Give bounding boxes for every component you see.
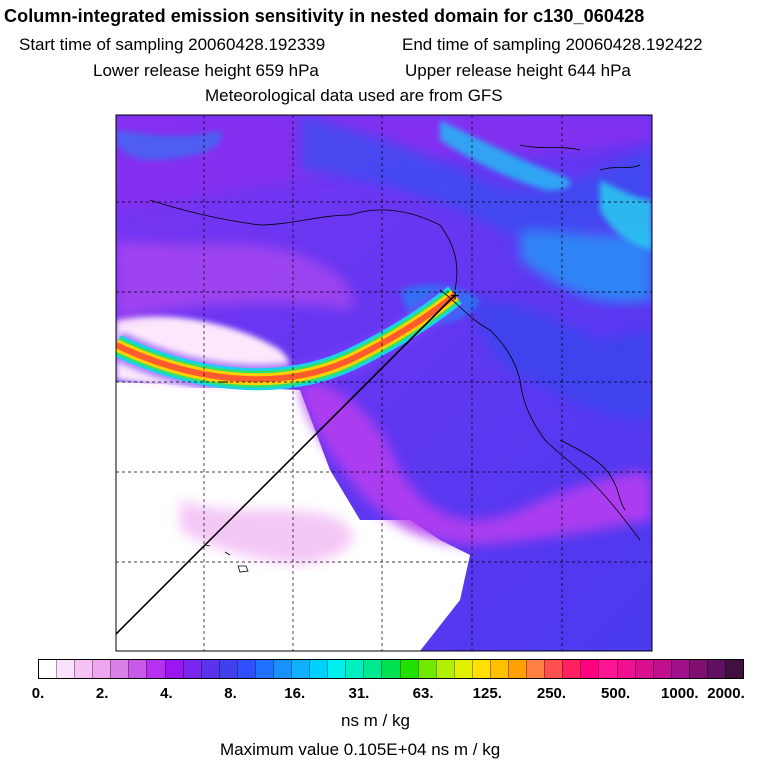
colorbar-segment — [489, 660, 509, 678]
colorbar-tick-label: 250. — [536, 685, 567, 702]
colorbar-segment — [634, 660, 653, 678]
colorbar-tick-label: 4. — [160, 685, 173, 702]
cyan-streak-north — [440, 120, 571, 191]
colorbar-segment — [616, 660, 635, 678]
colorbar-segment — [39, 660, 57, 678]
magenta-band-mid — [116, 240, 353, 320]
colorbar-segment — [526, 660, 545, 678]
colorbar-segment — [417, 660, 436, 678]
colorbar-segment — [254, 660, 274, 678]
map-frame — [115, 114, 653, 652]
colorbar-segment — [200, 660, 219, 678]
colorbar-segment — [688, 660, 707, 678]
plume-core — [116, 292, 457, 383]
lower-release-height-label: Lower release height 659 hPa — [93, 61, 319, 80]
colorbar-tick-label: 8. — [224, 685, 237, 702]
cyan-patch-east — [600, 180, 652, 250]
colorbar-tick-label: 31. — [348, 685, 370, 702]
max-value-label: Maximum value 0.105E+04 ns m / kg — [220, 740, 501, 759]
blue-region-east — [470, 300, 652, 420]
colorbar-segment — [598, 660, 617, 678]
colorbar-segment — [453, 660, 472, 678]
colorbar-tick-label: 1000. — [661, 685, 699, 702]
colorbar-segment — [273, 660, 292, 678]
pale-patch — [180, 500, 353, 565]
colorbar-tick-label: 500. — [601, 685, 631, 702]
end-time-label: End time of sampling 20060428.192422 — [402, 35, 703, 54]
colorbar-segment — [652, 660, 671, 678]
start-time-label: Start time of sampling 20060428.192339 — [19, 35, 326, 54]
colorbar-segment — [706, 660, 725, 678]
colorbar-segment — [345, 660, 364, 678]
upper-release-height-label: Upper release height 644 hPa — [405, 61, 631, 80]
colorbar-segment — [435, 660, 454, 678]
colorbar-segment — [182, 660, 201, 678]
plot-title: Column-integrated emission sensitivity i… — [4, 6, 645, 26]
colorbar-ticks: 0. 2. 4. 8. 16. 31. 63. 125. 250. 500. 1000. 2000. — [0, 685, 768, 705]
colorbar — [38, 659, 744, 679]
colorbar-segment — [146, 660, 165, 678]
colorbar-tick-label: 125. — [472, 685, 502, 702]
colorbar-segment — [471, 660, 490, 678]
map-area — [116, 115, 652, 651]
colorbar-tick-label: 63. — [412, 685, 434, 702]
colorbar-segment — [128, 660, 147, 678]
colorbar-segment — [218, 660, 237, 678]
colorbar-segment — [724, 660, 744, 678]
magenta-tongue — [300, 380, 652, 545]
colorbar-segment — [291, 660, 310, 678]
colorbar-segment — [56, 660, 75, 678]
light-blue-region-east — [520, 230, 652, 303]
colorbar-segment — [236, 660, 255, 678]
colorbar-segment — [164, 660, 183, 678]
coastlines — [149, 144, 641, 573]
colorbar-segment — [670, 660, 689, 678]
colorbar-segment — [381, 660, 400, 678]
colorbar-segment — [508, 660, 527, 678]
colorbar-segment — [580, 660, 599, 678]
colorbar-segment — [544, 660, 563, 678]
colorbar-segment — [309, 660, 328, 678]
grid-lines — [116, 115, 652, 651]
colorbar-segment — [363, 660, 382, 678]
blue-swirl-north — [300, 115, 652, 239]
colorbar-segment — [327, 660, 346, 678]
colorbar-units-label: ns m / kg — [341, 711, 410, 730]
met-data-label: Meteorological data used are from GFS — [205, 86, 503, 105]
colorbar-segment — [110, 660, 129, 678]
colorbar-segment — [74, 660, 93, 678]
colorbar-tick-label: 16. — [284, 685, 306, 702]
colorbar-segment — [92, 660, 111, 678]
blue-patch-northwest — [116, 130, 222, 160]
colorbar-segment — [399, 660, 418, 678]
colorbar-tick-label: 0. — [31, 685, 45, 702]
release-marker: + — [450, 288, 459, 305]
colorbar-tick-label: 2. — [95, 685, 109, 702]
colorbar-tick-label: 2000. — [707, 685, 745, 702]
colorbar-segment — [562, 660, 581, 678]
trajectory-line — [116, 294, 456, 635]
